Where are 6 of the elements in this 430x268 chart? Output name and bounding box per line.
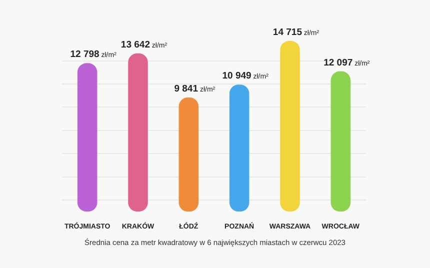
bar — [280, 40, 300, 212]
bar — [330, 71, 351, 212]
bar — [77, 63, 98, 212]
bar — [229, 84, 250, 212]
bar — [178, 97, 199, 212]
bar — [128, 53, 148, 212]
